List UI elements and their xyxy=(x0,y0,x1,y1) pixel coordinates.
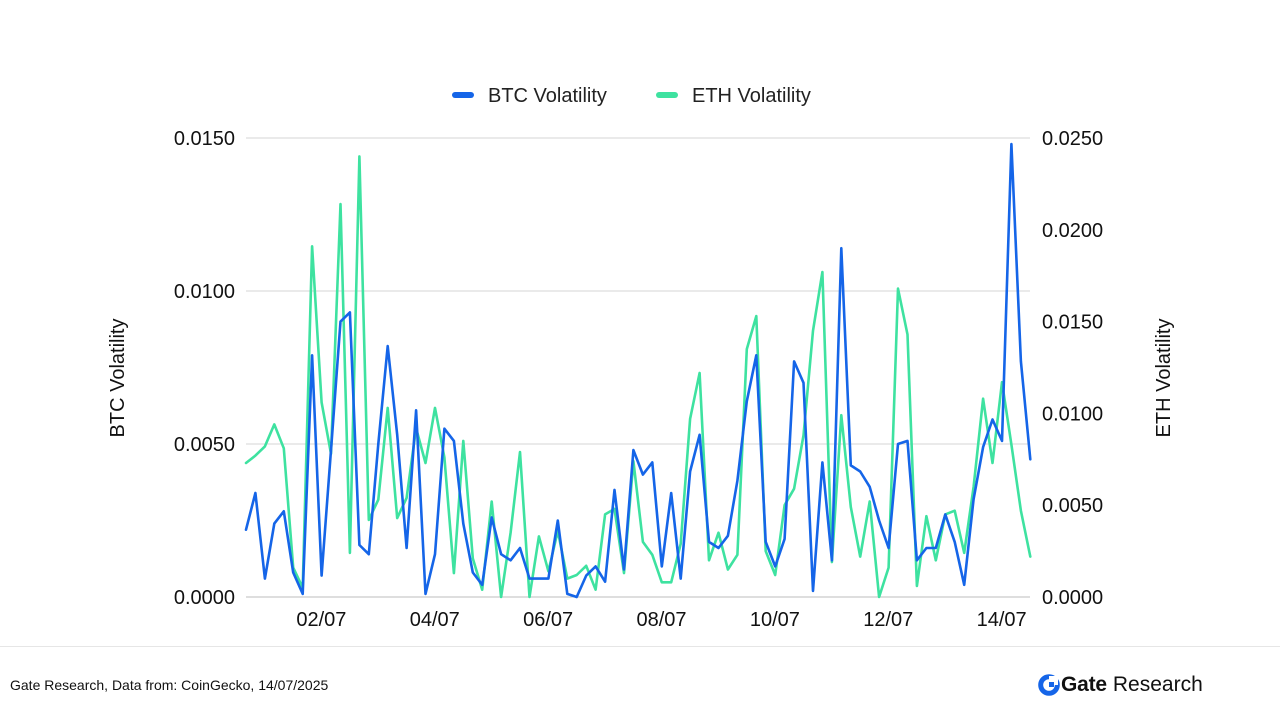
x-tick-label: 10/07 xyxy=(750,609,800,631)
left-tick-label: 0.0050 xyxy=(174,434,235,456)
series-lines xyxy=(244,142,1032,599)
legend-label-eth: ETH Volatility xyxy=(692,85,811,107)
right-tick-label: 0.0150 xyxy=(1042,312,1103,334)
right-tick-label: 0.0200 xyxy=(1042,220,1103,242)
left-tick-label: 0.0150 xyxy=(174,128,235,150)
x-tick-label: 06/07 xyxy=(523,609,573,631)
left-axis-ticks: 0.0000 0.0050 0.0100 0.0150 xyxy=(174,128,235,609)
right-axis-title: ETH Volatility xyxy=(1153,319,1175,438)
eth-volatility-line xyxy=(244,155,1032,599)
right-tick-label: 0.0050 xyxy=(1042,495,1103,517)
legend-item-btc: BTC Volatility xyxy=(452,85,607,107)
right-axis-ticks: 0.0000 0.0050 0.0100 0.0150 0.0200 0.0250 xyxy=(1042,128,1103,609)
brand-name: Gate xyxy=(1061,673,1107,696)
x-tick-label: 02/07 xyxy=(296,609,346,631)
right-tick-label: 0.0100 xyxy=(1042,403,1103,425)
x-tick-label: 14/07 xyxy=(977,609,1027,631)
left-axis-title: BTC Volatility xyxy=(107,319,129,438)
legend-label-btc: BTC Volatility xyxy=(488,85,607,107)
footer-divider xyxy=(0,646,1280,647)
legend: BTC Volatility ETH Volatility xyxy=(452,85,811,107)
left-tick-label: 0.0000 xyxy=(174,587,235,609)
right-tick-label: 0.0000 xyxy=(1042,587,1103,609)
right-tick-label: 0.0250 xyxy=(1042,128,1103,150)
x-tick-label: 08/07 xyxy=(636,609,686,631)
brand-suffix: Research xyxy=(1112,673,1203,696)
legend-item-eth: ETH Volatility xyxy=(656,85,811,107)
x-tick-label: 12/07 xyxy=(863,609,913,631)
x-axis-ticks: 02/07 04/07 06/07 08/07 10/07 12/07 14/07 xyxy=(296,609,1026,631)
legend-swatch-btc xyxy=(452,92,474,98)
gate-logo-icon xyxy=(1038,674,1060,696)
left-tick-label: 0.0100 xyxy=(174,281,235,303)
btc-volatility-line xyxy=(244,142,1032,599)
gate-research-logo: Gate Research xyxy=(1038,671,1203,699)
legend-swatch-eth xyxy=(656,92,678,98)
source-note: Gate Research, Data from: CoinGecko, 14/… xyxy=(10,677,329,693)
x-tick-label: 04/07 xyxy=(410,609,460,631)
